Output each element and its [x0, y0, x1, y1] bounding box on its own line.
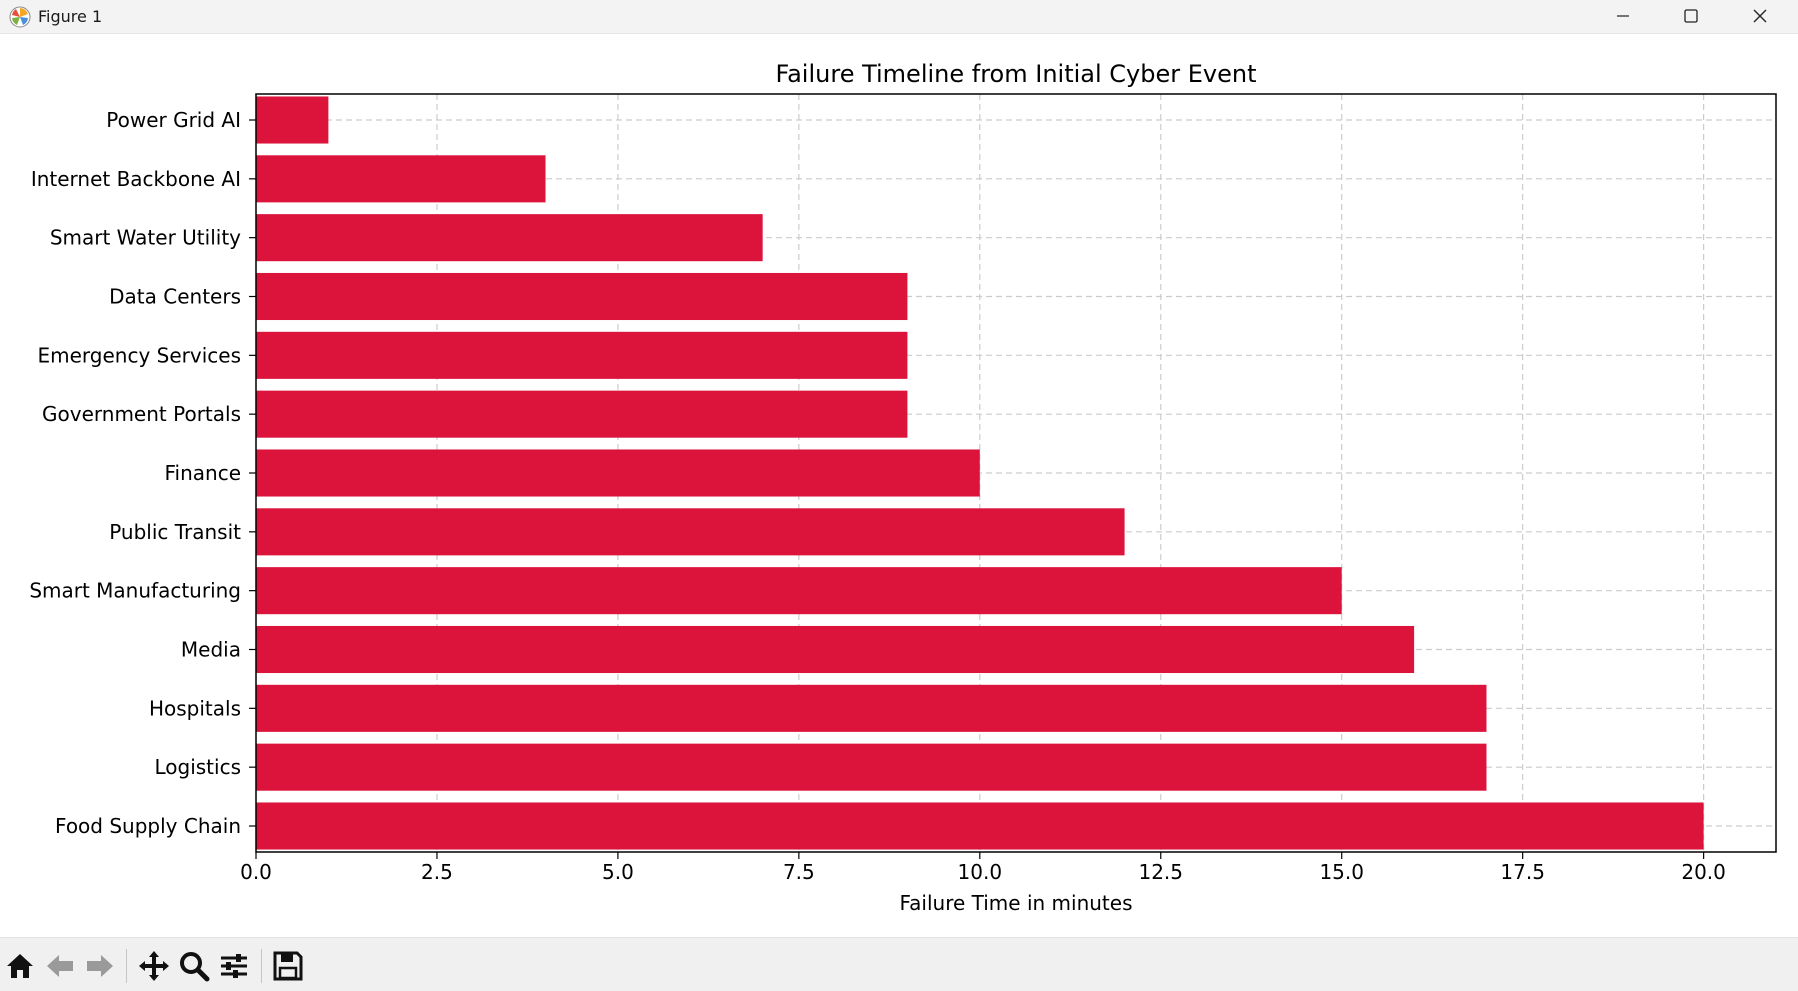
maximize-button[interactable]	[1661, 0, 1721, 33]
figure-canvas: 0.0 2.5 5.0 7.5 10.0 12.5 15.0 17.5 20.0 Food Sup…	[0, 34, 1798, 938]
bar	[256, 390, 908, 438]
x-tick-label: 5.0	[602, 860, 634, 884]
maximize-icon	[1684, 9, 1698, 23]
bar	[256, 508, 1125, 556]
minimize-icon	[1617, 15, 1629, 17]
chart-title: Failure Timeline from Initial Cyber Even…	[776, 60, 1257, 88]
bar	[256, 684, 1487, 732]
y-tick-label: Public Transit	[109, 520, 241, 544]
tick-labels: 0.0 2.5 5.0 7.5 10.0 12.5 15.0 17.5 20.0 Food Sup…	[29, 108, 1726, 884]
x-tick-label: 17.5	[1500, 860, 1545, 884]
pan-icon	[139, 951, 169, 981]
window-titlebar: Figure 1	[0, 0, 1798, 34]
toolbar-separator	[126, 949, 127, 983]
home-button[interactable]	[0, 946, 40, 986]
bar	[256, 625, 1415, 674]
y-tick-label: Hospitals	[149, 696, 241, 720]
navigation-toolbar	[0, 937, 1798, 991]
close-button[interactable]	[1730, 0, 1790, 33]
pan-button[interactable]	[134, 946, 174, 986]
x-tick-label: 12.5	[1138, 860, 1183, 884]
x-axis-label: Failure Time in minutes	[899, 891, 1132, 915]
configure-subplots-button[interactable]	[214, 946, 254, 986]
bar	[256, 96, 329, 144]
bar	[256, 331, 908, 379]
save-button[interactable]	[268, 946, 308, 986]
bar	[256, 272, 908, 321]
y-tick-label: Emergency Services	[38, 343, 242, 367]
bar	[256, 214, 763, 262]
y-tick-label: Smart Water Utility	[50, 226, 241, 250]
forward-button[interactable]	[80, 946, 120, 986]
toolbar-separator	[261, 949, 262, 983]
bar	[256, 567, 1342, 615]
window-title: Figure 1	[38, 7, 103, 26]
bar-chart: 0.0 2.5 5.0 7.5 10.0 12.5 15.0 17.5 20.0 Food Sup…	[29, 60, 1777, 915]
bar	[256, 743, 1487, 791]
zoom-icon	[180, 952, 210, 982]
x-tick-label: 20.0	[1681, 860, 1726, 884]
bar	[256, 802, 1704, 850]
home-icon	[7, 954, 33, 978]
y-tick-label: Finance	[164, 461, 241, 485]
y-tick-label: Government Portals	[42, 402, 241, 426]
close-icon	[1753, 9, 1767, 23]
x-tick-label: 7.5	[783, 860, 815, 884]
y-tick-label: Smart Manufacturing	[29, 579, 241, 603]
y-tick-label: Food Supply Chain	[55, 814, 241, 838]
x-tick-label: 0.0	[240, 860, 272, 884]
bar	[256, 449, 980, 497]
y-tick-label: Logistics	[154, 755, 241, 779]
x-tick-label: 15.0	[1319, 860, 1364, 884]
y-tick-label: Data Centers	[109, 285, 241, 309]
y-tick-label: Media	[181, 638, 241, 662]
back-arrow-icon	[47, 955, 73, 977]
ticks	[249, 119, 1705, 859]
minimize-button[interactable]	[1593, 0, 1653, 33]
y-tick-label: Power Grid AI	[106, 108, 241, 132]
y-tick-label: Internet Backbone AI	[31, 167, 241, 191]
matplotlib-logo-icon	[9, 6, 31, 28]
save-icon	[273, 951, 303, 981]
x-tick-label: 2.5	[421, 860, 453, 884]
forward-arrow-icon	[87, 955, 113, 977]
back-button[interactable]	[40, 946, 80, 986]
zoom-button[interactable]	[174, 946, 214, 986]
configure-subplots-icon	[221, 954, 247, 978]
bars	[256, 96, 1704, 850]
bar	[256, 155, 546, 203]
x-tick-label: 10.0	[958, 860, 1003, 884]
